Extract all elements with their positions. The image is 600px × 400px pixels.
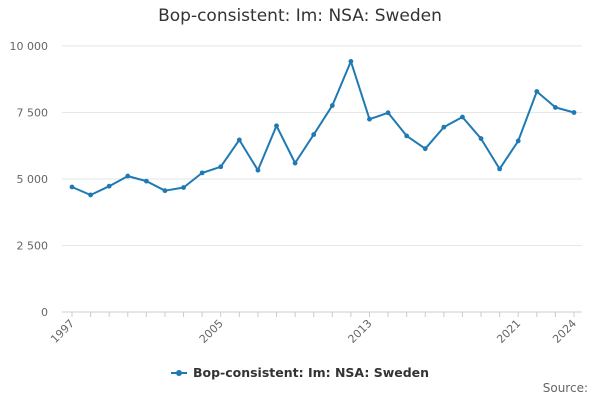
data-point-2004[interactable] (199, 170, 205, 176)
data-point-2020[interactable] (497, 166, 503, 172)
data-point-2003[interactable] (181, 185, 186, 190)
chart-title: Bop-consistent: Im: NSA: Sweden (158, 6, 442, 26)
x-tick-label-1997: 1997 (48, 317, 77, 346)
legend-line-icon (170, 368, 187, 378)
data-point-2024[interactable] (571, 110, 577, 115)
data-point-2017[interactable] (441, 124, 447, 130)
data-point-2016[interactable] (422, 146, 428, 152)
data-point-2006[interactable] (236, 137, 242, 143)
x-axis-labels: 1997 2005 2013 2021 2024 (48, 317, 579, 346)
y-tick-label-7500: 7 500 (17, 107, 49, 120)
x-tick-label-2021: 2021 (494, 317, 523, 346)
data-point-2002[interactable] (162, 188, 168, 194)
data-point-2011[interactable] (329, 103, 335, 108)
series-layer (69, 59, 577, 198)
x-axis-ticks (71, 312, 575, 317)
y-axis-labels: 10 000 7 500 5 000 2 500 0 (10, 40, 49, 319)
data-point-2015[interactable] (404, 133, 410, 139)
data-point-2023[interactable] (553, 105, 558, 110)
data-point-1998[interactable] (88, 192, 93, 198)
data-point-2001[interactable] (143, 178, 149, 184)
x-tick-label-2005: 2005 (197, 317, 226, 346)
x-tick-label-2024: 2024 (550, 317, 579, 346)
data-point-2005[interactable] (218, 164, 224, 170)
data-point-2007[interactable] (255, 167, 261, 173)
y-tick-label-2500: 2 500 (17, 240, 49, 253)
legend[interactable]: Bop-consistent: Im: NSA: Sweden (0, 365, 600, 381)
data-point-2012[interactable] (348, 59, 354, 64)
source-label: Source: (542, 381, 588, 395)
data-point-2014[interactable] (385, 110, 391, 116)
data-point-1997[interactable] (69, 184, 75, 190)
y-tick-label-0: 0 (41, 306, 48, 319)
data-point-2010[interactable] (311, 132, 317, 137)
y-tick-label-10000: 10 000 (10, 40, 49, 53)
y-tick-label-5000: 5 000 (17, 173, 49, 186)
data-point-2009[interactable] (292, 160, 298, 166)
data-point-2021[interactable] (515, 138, 521, 144)
legend-label[interactable]: Bop-consistent: Im: NSA: Sweden (192, 365, 430, 380)
data-point-2000[interactable] (125, 173, 131, 179)
data-point-2022[interactable] (534, 89, 540, 94)
data-point-2019[interactable] (478, 136, 484, 141)
data-point-2013[interactable] (367, 116, 372, 122)
data-point-2008[interactable] (274, 123, 279, 129)
series-line-0 (71, 60, 575, 196)
data-point-1999[interactable] (106, 183, 112, 189)
data-point-2018[interactable] (460, 114, 465, 120)
x-tick-label-2013: 2013 (346, 317, 375, 346)
